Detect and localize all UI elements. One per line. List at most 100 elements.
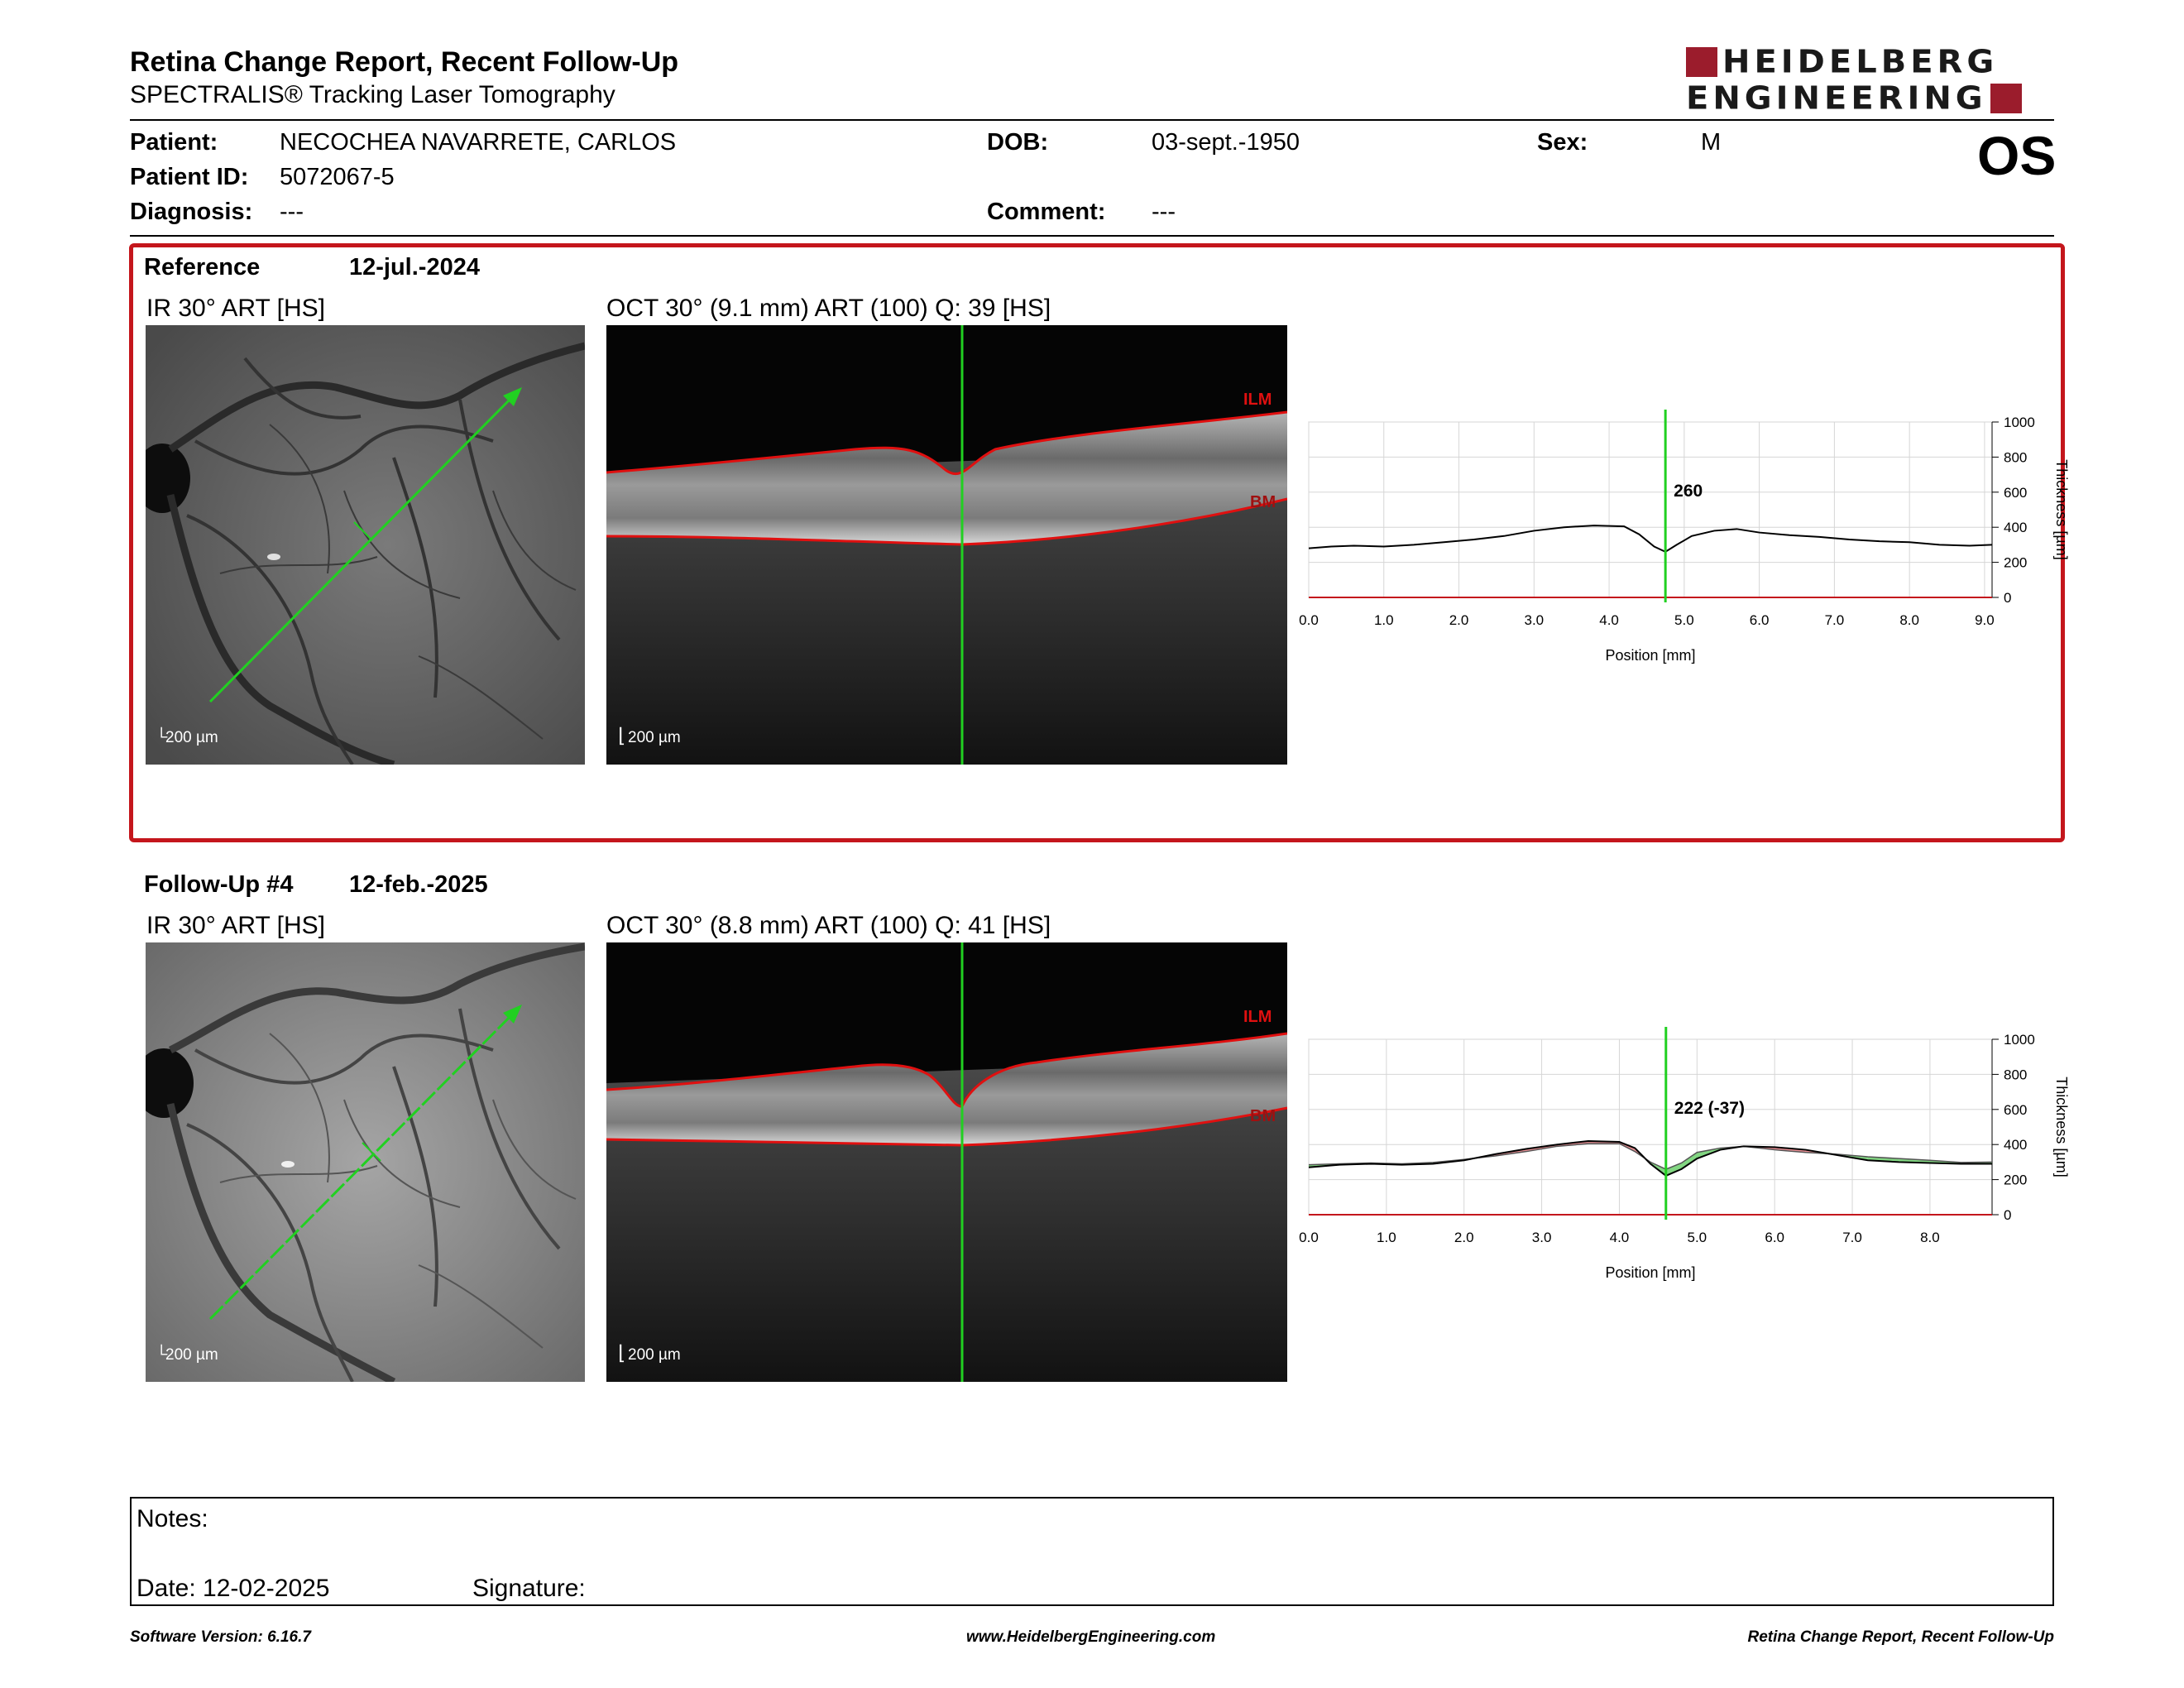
comment-value: --- [1152,199,1176,225]
fu-chart-series-reference [1308,1143,1993,1170]
ref-chart-y-tick-label: 0 [2004,590,2011,606]
ref-chart-x-tick-label: 5.0 [1674,612,1694,628]
reference-oct-svg: ILM BM ⌊ 200 µm [606,325,1287,765]
sex-label: Sex: [1537,129,1588,156]
patient-divider [130,235,2054,237]
diagnosis-value: --- [280,199,304,225]
footer-report-name: Retina Change Report, Recent Follow-Up [1747,1628,2054,1646]
followup-label: Follow-Up #4 [144,871,294,898]
ref-chart-y-tick-label: 800 [2004,449,2027,465]
logo-line2: ENGINEERING [1686,80,1987,117]
reference-ir-scale: 200 µm [165,729,218,746]
logo-line1: HEIDELBERG [1722,44,1999,80]
ref-chart-x-tick-label: 8.0 [1899,612,1919,628]
followup-ir-svg: └ 200 µm [146,942,585,1382]
ref-chart-cursor-label: 260 [1674,482,1703,501]
fu-chart-change-fill [1665,1163,1682,1176]
ref-chart-x-tick-label: 9.0 [1975,612,1995,628]
followup-ir-label: IR 30° ART [HS] [146,912,325,939]
followup-oct-scale: 200 µm [628,1346,681,1364]
patient-label: Patient: [130,129,218,156]
svg-text:⌊: ⌊ [618,1342,625,1364]
report-title: Retina Change Report, Recent Follow-Up [130,46,679,78]
notes-signature: Signature: [472,1575,586,1602]
footer-website[interactable]: www.HeidelbergEngineering.com [966,1628,1216,1646]
logo-square-icon-2 [1990,84,2022,113]
ref-chart-y-tick-label: 600 [2004,485,2027,501]
reference-ir-svg: └ 200 µm [146,325,585,765]
notes-date: Date: 12-02-2025 [136,1575,330,1602]
fu-chart-y-tick-label: 0 [2004,1207,2011,1223]
ref-chart-x-axis-label: Position [mm] [1605,647,1695,664]
followup-oct-image: ILM BM ⌊ 200 µm [606,942,1287,1382]
reference-label: Reference [144,254,261,281]
fu-chart-series-current [1308,1139,1992,1177]
fu-chart-y-tick-label: 200 [2004,1172,2027,1188]
fu-chart-plot-area [1308,1038,1993,1216]
followup-ilm-label: ILM [1243,1008,1272,1026]
patient-id-label: Patient ID: [130,164,249,190]
ref-chart-series-current [1308,525,1993,554]
logo-square-icon [1686,47,1717,77]
fu-chart-y-tick-label: 600 [2004,1102,2027,1118]
diagnosis-label: Diagnosis: [130,199,253,225]
footer-software-version: Software Version: 6.16.7 [130,1628,311,1646]
ref-chart-y-axis-label: Thickness [µm] [2053,459,2070,559]
fu-chart-x-axis-label: Position [mm] [1605,1264,1695,1281]
reference-highlight-box [129,243,2065,842]
patient-id-value: 5072067-5 [280,164,395,190]
svg-text:⌊: ⌊ [618,725,625,747]
eye-label: OS [1977,125,2057,186]
notes-box[interactable]: Notes: Date: 12-02-2025 Signature: [130,1497,2054,1606]
followup-bm-label: BM [1250,1107,1276,1125]
ref-chart-x-tick-label: 0.0 [1299,612,1319,628]
followup-oct-svg: ILM BM ⌊ 200 µm [606,942,1287,1382]
fu-chart-x-tick-label: 8.0 [1920,1230,1940,1245]
fu-chart-y-tick-label: 800 [2004,1067,2027,1082]
followup-optic-disc-icon [146,1048,194,1118]
fu-chart-x-tick-label: 1.0 [1377,1230,1396,1245]
followup-ir-image: └ 200 µm [146,942,585,1382]
notes-label: Notes: [136,1505,208,1532]
fu-chart-x-tick-label: 6.0 [1765,1230,1784,1245]
svg-text:└: └ [156,727,168,746]
svg-text:└: └ [156,1344,168,1364]
reference-ir-image: └ 200 µm [146,325,585,765]
fu-chart-x-tick-label: 3.0 [1532,1230,1552,1245]
report-subtitle: SPECTRALIS® Tracking Laser Tomography [130,81,615,108]
ref-chart-y-tick-label: 400 [2004,520,2027,535]
reference-oct-label: OCT 30° (9.1 mm) ART (100) Q: 39 [HS] [606,295,1051,322]
dob-value: 03-sept.-1950 [1152,129,1300,156]
ref-chart-x-tick-label: 2.0 [1449,612,1469,628]
followup-oct-label: OCT 30° (8.8 mm) ART (100) Q: 41 [HS] [606,912,1051,939]
fu-chart-x-tick-label: 0.0 [1299,1230,1319,1245]
ref-chart-x-tick-label: 1.0 [1374,612,1394,628]
followup-thickness-chart: 0.0 1.0 2.0 3.0 4.0 5.0 6.0 7.0 8.0 0 200 400 600 800… [1299,1027,2070,1281]
fu-chart-y-axis-label: Thickness [µm] [2053,1077,2070,1177]
ref-chart-x-tick-label: 4.0 [1599,612,1619,628]
fu-chart-y-tick-label: 1000 [2004,1032,2035,1048]
optic-disc-icon [146,444,190,513]
ref-chart-x-tick-label: 6.0 [1750,612,1770,628]
reference-thickness-chart: 0.0 1.0 2.0 3.0 4.0 5.0 6.0 7.0 8.0 9.0 0 200 400 600… [1299,410,2070,664]
fu-chart-y-tick-label: 400 [2004,1137,2027,1153]
dob-label: DOB: [987,129,1049,156]
fu-chart-x-tick-label: 5.0 [1687,1230,1707,1245]
reference-oct-image: ILM BM ⌊ 200 µm [606,325,1287,765]
logo-top: HEIDELBERG [1686,46,1998,78]
fu-chart-change-fill [1681,1152,1698,1169]
ref-chart-plot-area [1308,421,1993,598]
fu-chart-cursor-label: 222 (-37) [1674,1099,1745,1118]
ref-chart-y-tick-label: 200 [2004,555,2027,571]
fu-chart-x-tick-label: 2.0 [1454,1230,1474,1245]
ref-chart-y-tick-label: 1000 [2004,415,2035,430]
reference-bm-label: BM [1250,493,1276,511]
patient-name: NECOCHEA NAVARRETE, CARLOS [280,129,677,156]
reference-date: 12-jul.-2024 [349,254,480,281]
ref-chart-x-tick-label: 7.0 [1825,612,1845,628]
header-divider [130,119,2054,121]
comment-label: Comment: [987,199,1106,225]
followup-date: 12-feb.-2025 [349,871,488,898]
followup-ir-scale: 200 µm [165,1346,218,1364]
logo-bottom: ENGINEERING [1686,83,2022,114]
